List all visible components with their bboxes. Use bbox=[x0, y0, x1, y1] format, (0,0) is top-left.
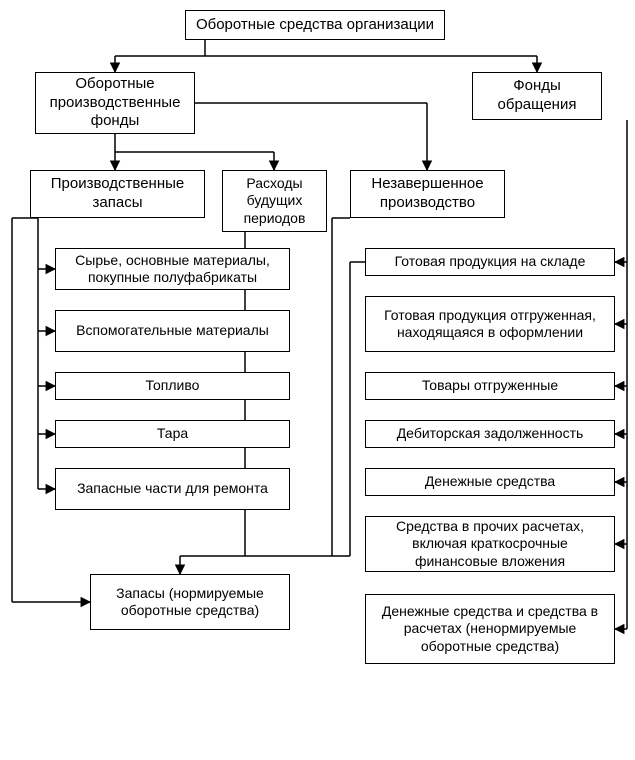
node-fo7: Денежные средства и средства в расчетах … bbox=[365, 594, 615, 664]
node-fo: Фонды обращения bbox=[472, 72, 602, 120]
node-pz4: Тара bbox=[55, 420, 290, 448]
node-root: Оборотные средства организации bbox=[185, 10, 445, 40]
node-fo2: Готовая продукция отгруженная, находящая… bbox=[365, 296, 615, 352]
node-fo1: Готовая продукция на складе bbox=[365, 248, 615, 276]
node-zap: Запасы (нормируемые оборотные средства) bbox=[90, 574, 290, 630]
node-np: Незавершенное производство bbox=[350, 170, 505, 218]
node-pz3: Топливо bbox=[55, 372, 290, 400]
node-opf: Оборотные производственные фонды bbox=[35, 72, 195, 134]
node-pz1: Сырье, основные материалы, покупные полу… bbox=[55, 248, 290, 290]
node-pz: Производственные запасы bbox=[30, 170, 205, 218]
node-fo6: Средства в прочих расчетах, включая крат… bbox=[365, 516, 615, 572]
flowchart-stage: { "type": "flowchart", "canvas": { "widt… bbox=[0, 0, 635, 760]
node-fo3: Товары отгруженные bbox=[365, 372, 615, 400]
node-pz2: Вспомогательные материалы bbox=[55, 310, 290, 352]
node-rbp: Расходы будущих периодов bbox=[222, 170, 327, 232]
node-pz5: Запасные части для ремонта bbox=[55, 468, 290, 510]
node-fo5: Денежные средства bbox=[365, 468, 615, 496]
node-fo4: Дебиторская задолженность bbox=[365, 420, 615, 448]
